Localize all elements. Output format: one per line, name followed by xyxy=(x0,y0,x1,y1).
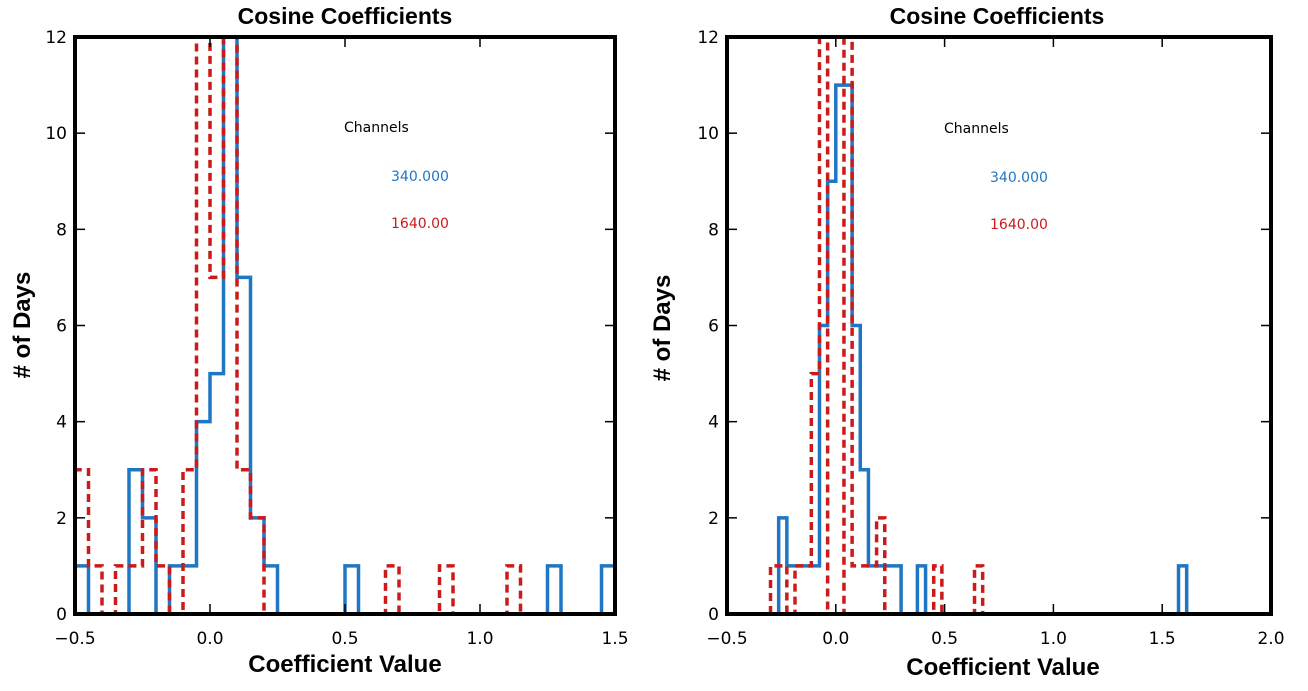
series-1-histogram-outline xyxy=(75,37,615,614)
legend-entry-0: 340.000 xyxy=(990,170,1048,186)
x-tick-label: 1.5 xyxy=(1149,629,1176,649)
y-axis-label: # of Days xyxy=(649,275,676,382)
y-tick-label: 4 xyxy=(708,413,719,433)
legend-entry-0: 340.000 xyxy=(391,169,449,185)
chart-title: Cosine Coefficients xyxy=(890,3,1105,29)
y-axis-label: # of Days xyxy=(9,272,36,379)
x-axis-label: Coefficient Value xyxy=(906,654,1099,681)
series-0-histogram-outline xyxy=(75,37,615,614)
y-tick-label: 6 xyxy=(708,317,719,337)
legend-entry-1: 1640.00 xyxy=(990,217,1048,233)
y-tick-label: 8 xyxy=(56,220,67,240)
histogram-panel-right: −0.5 0.0 0.5 1.0 1.5 2.0 0 2 4 6 8 10 12 Cosine Coeff… xyxy=(649,3,1285,681)
series-1-histogram-outline xyxy=(768,37,991,614)
series-0-histogram-outline xyxy=(770,83,1189,614)
y-tick-label: 0 xyxy=(56,605,67,625)
x-tick-label: 0.5 xyxy=(931,629,958,649)
y-tick-label: 8 xyxy=(708,220,719,240)
chart-title: Cosine Coefficients xyxy=(238,3,453,29)
y-tick-label: 2 xyxy=(56,509,67,529)
legend-title: Channels xyxy=(944,121,1009,137)
x-tick-label: 0.5 xyxy=(331,629,358,649)
y-tick-label: 10 xyxy=(45,124,67,144)
x-tick-label: 1.5 xyxy=(601,629,628,649)
y-tick-label: 0 xyxy=(708,605,719,625)
x-tick-label: 0.0 xyxy=(196,629,223,649)
x-tick-label: 1.0 xyxy=(466,629,493,649)
y-tick-label: 10 xyxy=(697,124,719,144)
legend-entry-1: 1640.00 xyxy=(391,216,449,232)
x-tick-label: −0.5 xyxy=(54,629,95,649)
x-tick-label: 2.0 xyxy=(1257,629,1284,649)
legend-title: Channels xyxy=(344,120,409,136)
x-tick-label: 1.0 xyxy=(1040,629,1067,649)
y-tick-label: 12 xyxy=(697,28,719,48)
x-axis-label: Coefficient Value xyxy=(248,651,441,678)
y-tick-label: 6 xyxy=(56,317,67,337)
histogram-panel-left: −0.5 0.0 0.5 1.0 1.5 0 2 4 6 8 10 12 Cosine Coeffici… xyxy=(9,3,629,678)
x-tick-label: 0.0 xyxy=(822,629,849,649)
x-tick-label: −0.5 xyxy=(706,629,747,649)
y-tick-label: 2 xyxy=(708,509,719,529)
y-tick-label: 4 xyxy=(56,413,67,433)
y-tick-label: 12 xyxy=(45,28,67,48)
